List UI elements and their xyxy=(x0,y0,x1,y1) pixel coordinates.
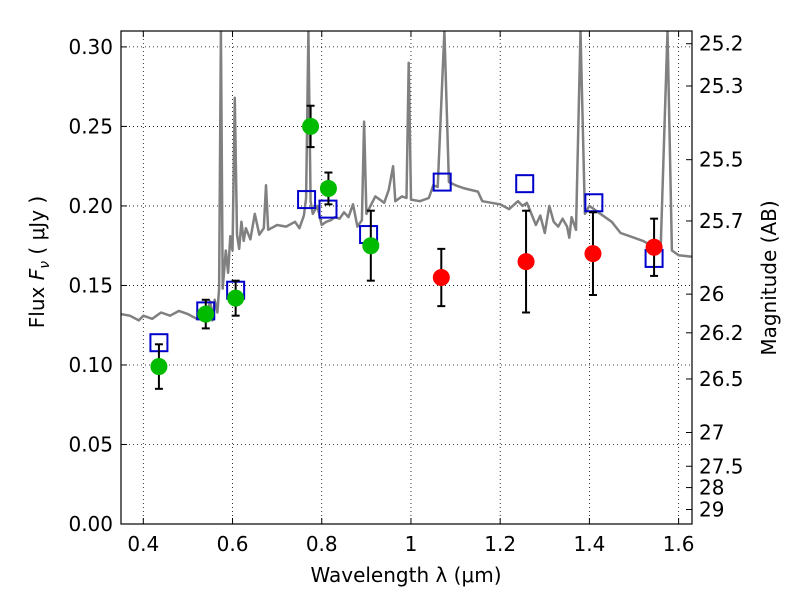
nir-photometry-point xyxy=(645,238,663,256)
mag-tick-label: 25.7 xyxy=(699,209,744,233)
x-tick-label: 0.6 xyxy=(217,532,249,556)
y-tick-label: 0.30 xyxy=(68,35,113,59)
mag-tick-label: 27.5 xyxy=(699,454,744,478)
nir-photometry-point xyxy=(584,245,602,263)
optical-photometry-point xyxy=(362,237,380,255)
y-tick-label: 0.10 xyxy=(68,353,113,377)
spectrum-line xyxy=(121,31,692,322)
model-photometry-square xyxy=(584,193,604,213)
x-axis-title: Wavelength λ (μm) xyxy=(310,563,501,587)
mag-tick-label: 29 xyxy=(699,497,724,521)
model-photometry-square xyxy=(515,174,535,194)
y-tick-label: 0.20 xyxy=(68,194,113,218)
x-tick-label: 0.4 xyxy=(127,532,159,556)
optical-photometry-point xyxy=(150,358,168,376)
y-tick-label: 0.15 xyxy=(68,273,113,297)
nir-photometry-point xyxy=(517,253,535,271)
x-tick-label: 0.8 xyxy=(306,532,338,556)
mag-tick-label: 25.5 xyxy=(699,148,744,172)
optical-photometry-point xyxy=(302,117,320,135)
optical-photometry-point xyxy=(227,289,245,307)
mag-tick-label: 26 xyxy=(699,282,724,306)
mag-tick-label: 25.2 xyxy=(699,32,744,56)
axes: 0.4 0.6 0.8 1 1.2 1.4 1.6 0.00 0.05 0.10 0.15 0.20 0… xyxy=(68,30,744,556)
mag-tick-label: 28 xyxy=(699,476,724,500)
x-tick-label: 1 xyxy=(405,532,418,556)
plot-data xyxy=(121,31,692,390)
plot-frame xyxy=(120,30,693,525)
y-tick-label: 0.00 xyxy=(68,512,113,536)
mag-tick-label: 25.3 xyxy=(699,74,744,98)
optical-photometry-point xyxy=(319,179,337,197)
x-tick-label: 1.4 xyxy=(573,532,605,556)
grid xyxy=(121,31,692,525)
y2-axis-title: Magnitude (AB) xyxy=(757,200,781,355)
y-tick-label: 0.25 xyxy=(68,114,113,138)
mag-tick-label: 27 xyxy=(699,420,724,444)
mag-tick-label: 26.2 xyxy=(699,321,744,345)
model-photometry-square xyxy=(432,172,452,192)
mag-tick-label: 26.5 xyxy=(699,367,744,391)
nir-photometry-point xyxy=(432,269,450,286)
y-tick-label: 0.05 xyxy=(68,432,113,456)
x-tick-label: 1.6 xyxy=(663,532,695,556)
y-axis-title: Flux Fν ( μJy ) xyxy=(25,196,53,328)
x-tick-label: 1.2 xyxy=(484,532,516,556)
optical-photometry-point xyxy=(197,305,215,323)
model-photometry-square xyxy=(297,190,317,210)
